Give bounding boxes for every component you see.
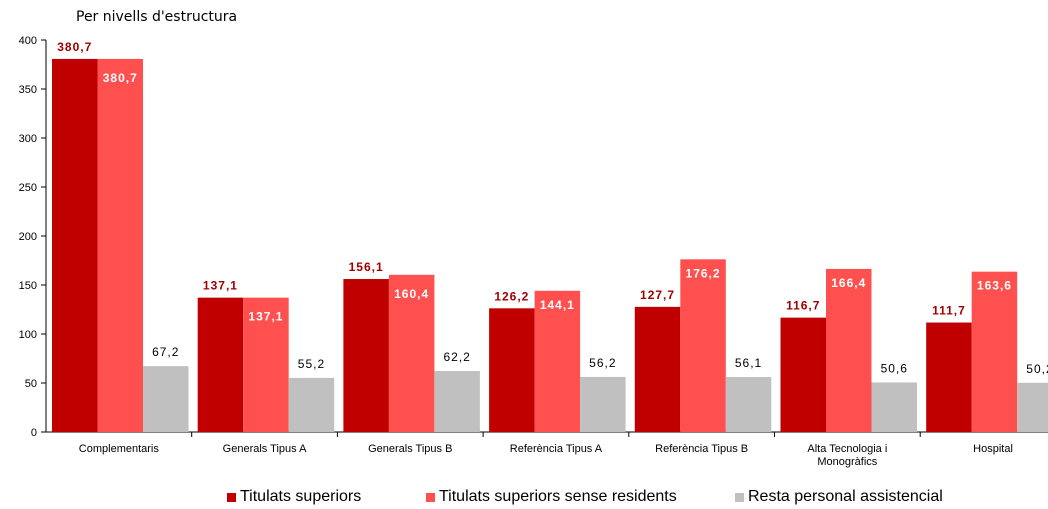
bar-chart: 0 50 100 150 200 250 300 350 400 380,7 380,7 67,2 Co… — [19, 35, 1048, 468]
data-label: 55,2 — [298, 357, 325, 371]
bar — [434, 371, 480, 432]
data-label: 160,4 — [394, 287, 429, 301]
data-label: 56,1 — [735, 356, 762, 370]
data-label: 111,7 — [932, 304, 966, 318]
x-category-label: Generals Tipus A — [223, 443, 307, 455]
x-category-label: Hospital — [973, 443, 1013, 455]
bar — [580, 376, 626, 432]
data-label: 166,4 — [831, 276, 866, 290]
y-tick-label: 0 — [31, 427, 37, 439]
y-tick-label: 50 — [25, 378, 37, 390]
data-label: 127,7 — [640, 288, 675, 302]
chart-title: Per nivells d'estructura — [76, 9, 238, 25]
bar — [534, 290, 581, 432]
x-category-label: Generals Tipus B — [368, 443, 452, 455]
data-label: 126,2 — [494, 289, 529, 303]
data-label: 67,2 — [152, 345, 179, 359]
bar — [197, 297, 244, 432]
data-label: 380,7 — [103, 71, 138, 85]
bar — [288, 377, 335, 432]
bar — [725, 377, 772, 432]
data-label: 144,1 — [540, 298, 575, 312]
data-label: 163,6 — [977, 279, 1012, 293]
bar — [826, 268, 872, 432]
bar — [680, 259, 726, 432]
bar — [871, 382, 917, 432]
bar — [388, 274, 435, 432]
x-category-label: Alta Tecnologia i — [807, 443, 887, 455]
legend-swatch — [735, 492, 744, 502]
bar — [243, 297, 289, 432]
y-tick-label: 400 — [19, 35, 37, 47]
data-label: 137,1 — [203, 279, 238, 293]
bar — [634, 306, 681, 432]
y-tick-label: 100 — [19, 329, 37, 341]
y-tick-label: 350 — [19, 84, 37, 96]
x-category-label: Referència Tipus B — [655, 443, 748, 455]
bar — [97, 58, 143, 432]
legend-item-resta-personal: Resta personal assistencial — [735, 488, 943, 506]
data-label: 137,1 — [248, 310, 283, 324]
bar — [489, 308, 535, 432]
data-label: 50,6 — [881, 361, 908, 375]
x-category-label: Complementaris — [79, 443, 160, 455]
legend-label: Titulats superiors — [240, 488, 362, 505]
data-label: 56,2 — [589, 356, 616, 370]
legend-label: Titulats superiors sense residents — [439, 488, 677, 505]
y-tick-label: 300 — [19, 133, 37, 145]
data-label: 156,1 — [349, 260, 384, 274]
data-label: 50,2 — [1026, 362, 1048, 376]
data-label: 62,2 — [443, 350, 470, 364]
y-tick-label: 150 — [19, 280, 37, 292]
bar — [343, 279, 389, 432]
y-tick-label: 250 — [19, 182, 37, 194]
x-category-label: Referència Tipus A — [510, 443, 603, 455]
bar — [1017, 382, 1048, 432]
legend-label: Resta personal assistencial — [748, 488, 943, 505]
legend-swatch — [227, 492, 236, 502]
legend-item-titulats-sense-residents: Titulats superiors sense residents — [426, 488, 677, 506]
x-category-label: Monogràfics — [817, 456, 877, 468]
bar — [926, 322, 972, 432]
bar — [143, 366, 189, 432]
data-label: 176,2 — [686, 266, 721, 280]
legend-swatch — [426, 492, 435, 502]
chart-legend: Titulats superiors Titulats superiors se… — [0, 488, 1048, 508]
bar — [971, 271, 1018, 432]
data-label: 116,7 — [786, 299, 820, 313]
legend-item-titulats-superiors: Titulats superiors — [227, 488, 361, 506]
y-tick-label: 200 — [19, 231, 37, 243]
bar — [52, 58, 98, 432]
bar — [780, 317, 826, 432]
data-label: 380,7 — [57, 40, 92, 54]
